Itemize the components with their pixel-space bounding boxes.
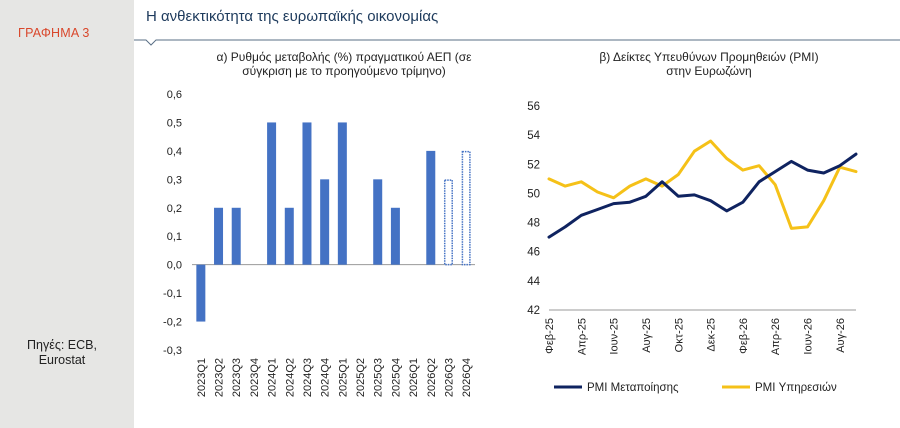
gdp-chart-title: α) Ρυθμός μεταβολής (%) πραγματικού ΑΕΠ … <box>179 50 509 78</box>
chart-panel: Η ανθεκτικότητα της ευρωπαϊκής οικονομία… <box>134 0 900 428</box>
gdp-x-tick-label: 2025Q1 <box>337 358 349 397</box>
gdp-y-tick-label: 0,4 <box>167 146 182 158</box>
gdp-bar <box>337 122 347 265</box>
gdp-bar <box>284 207 294 265</box>
gdp-x-tick-label: 2026Q2 <box>426 358 438 397</box>
gdp-bar-forecast <box>443 179 453 266</box>
gdp-chart-title-line-2: σύγκριση με το προηγούμενο τρίμηνο) <box>242 64 446 78</box>
sources-line-1: Πηγές: ECB, <box>27 338 97 352</box>
gdp-x-tick-label: 2024Q3 <box>302 358 314 397</box>
pmi-x-tick-label: Φεβ-25 <box>544 318 556 354</box>
gdp-x-tick-label: 2023Q3 <box>231 358 243 397</box>
gdp-x-tick-label: 2025Q2 <box>355 358 367 397</box>
gdp-bar <box>302 122 312 265</box>
gdp-x-tick-label: 2025Q4 <box>390 358 402 397</box>
pmi-y-tick-label: 48 <box>527 218 540 230</box>
pmi-y-tick-label: 44 <box>527 276 540 288</box>
gdp-x-tick-label: 2023Q4 <box>249 358 261 397</box>
gdp-y-tick-label: -0,2 <box>163 317 182 329</box>
gdp-bar <box>231 207 241 265</box>
pmi-manufacturing-line <box>547 152 858 239</box>
pmi-x-tick-label: Ιουν-25 <box>609 318 621 355</box>
gdp-chart-title-line-1: α) Ρυθμός μεταβολής (%) πραγματικού ΑΕΠ … <box>216 50 472 64</box>
pmi-y-tick-label: 46 <box>527 247 540 259</box>
gdp-y-tick-label: 0,6 <box>167 89 182 101</box>
gdp-x-tick-label: 2024Q4 <box>320 358 332 397</box>
gdp-y-tick-label: 0,0 <box>167 260 182 272</box>
gdp-bar-forecast <box>461 150 471 266</box>
pmi-y-tick-label: 50 <box>527 188 540 200</box>
gdp-x-tick-label: 2026Q1 <box>408 358 420 397</box>
pmi-x-tick-label: Αυγ-25 <box>641 318 653 353</box>
gdp-x-tick-label: 2026Q4 <box>461 358 473 397</box>
pmi-x-tick-label: Απρ-25 <box>576 318 588 355</box>
gdp-x-tick-label: 2024Q1 <box>267 358 279 397</box>
pmi-x-tick-label: Απρ-26 <box>770 318 782 355</box>
gdp-y-tick-label: 0,1 <box>167 231 182 243</box>
figure-number-label: ΓΡΑΦΗΜΑ 3 <box>18 26 90 40</box>
gdp-y-tick-label: -0,1 <box>163 288 182 300</box>
pmi-x-tick-label: Οκτ-25 <box>673 318 685 352</box>
gdp-y-tick-label: 0,2 <box>167 203 182 215</box>
pmi-y-tick-label: 56 <box>527 101 540 113</box>
gdp-y-tick-label: 0,5 <box>167 117 182 129</box>
gdp-x-tick-label: 2023Q2 <box>214 358 226 397</box>
sources-line-2: Eurostat <box>38 353 86 367</box>
gdp-bar <box>426 150 436 265</box>
page-title: Η ανθεκτικότητα της ευρωπαϊκής οικονομία… <box>146 8 439 25</box>
gdp-bar <box>320 179 330 265</box>
legend-label-services: PMI Υπηρεσιών <box>755 382 837 394</box>
pmi-x-tick-label: Φεβ-26 <box>738 318 750 354</box>
gdp-x-tick-label: 2026Q3 <box>443 358 455 397</box>
pmi-y-tick-label: 42 <box>527 305 540 317</box>
pmi-services-line <box>547 139 858 230</box>
pmi-x-tick-label: Ιουν-26 <box>803 318 815 355</box>
gdp-bar <box>267 122 277 265</box>
gdp-bar <box>214 207 224 265</box>
gdp-x-tick-label: 2023Q1 <box>196 358 208 397</box>
gdp-bar <box>373 179 383 265</box>
pmi-x-tick-label: Αυγ-26 <box>835 318 847 353</box>
sources-note: Πηγές: ECB, Eurostat <box>12 338 112 368</box>
pmi-chart-title-line-1: β) Δείκτες Υπευθύνων Προμηθειών (PMI) <box>599 50 819 64</box>
gdp-y-tick-label: 0,3 <box>167 174 182 186</box>
pmi-chart-title: β) Δείκτες Υπευθύνων Προμηθειών (PMI) στ… <box>559 50 859 78</box>
pmi-y-tick-label: 54 <box>527 130 540 142</box>
gdp-y-tick-label: -0,3 <box>163 345 182 357</box>
pmi-y-tick-label: 52 <box>527 159 540 171</box>
title-divider <box>134 39 900 46</box>
legend-label-manufacturing: PMI Μεταποίησης <box>587 382 679 394</box>
pmi-chart-title-line-2: στην Ευρωζώνη <box>666 64 752 78</box>
gdp-bar <box>196 264 206 322</box>
gdp-bar-chart: -0,3 -0,2 -0,1 0,0 0,1 0,2 0,3 0,4 0,5 0,6 2023Q1 2… <box>163 89 858 397</box>
pmi-x-tick-label: Δεκ-25 <box>706 318 718 352</box>
gdp-x-tick-label: 2025Q3 <box>373 358 385 397</box>
gdp-x-tick-label: 2024Q2 <box>284 358 296 397</box>
gdp-bar <box>390 207 400 265</box>
sidebar: ΓΡΑΦΗΜΑ 3 Πηγές: ECB, Eurostat <box>0 0 120 428</box>
